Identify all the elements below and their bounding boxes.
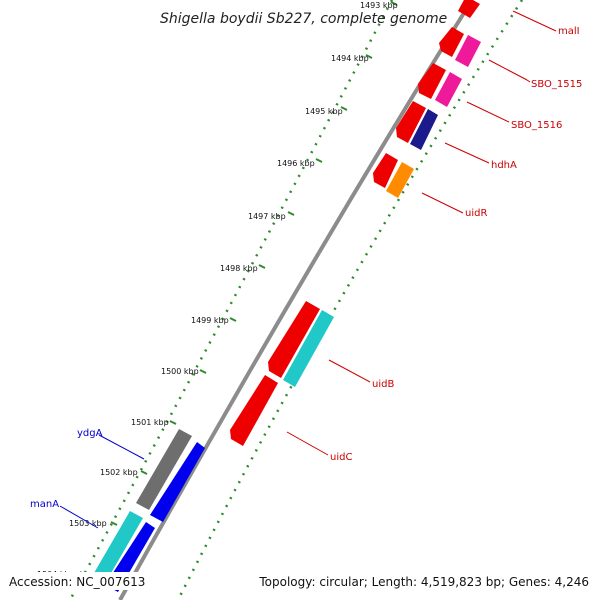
gene-label-ydgA[interactable]: ydgA bbox=[77, 428, 103, 439]
tick-label: 1498 kbp bbox=[220, 264, 258, 273]
gene-SBO_1516[interactable] bbox=[435, 72, 462, 107]
gene-label-manA[interactable]: manA bbox=[30, 499, 59, 510]
footer-right-backing bbox=[258, 572, 594, 590]
gene-label-uidB[interactable]: uidB bbox=[372, 379, 394, 390]
tick-label: 1493 kbp bbox=[360, 1, 398, 10]
map-title: Shigella boydii Sb227, complete genome bbox=[160, 11, 447, 27]
gene-uidB-a[interactable] bbox=[268, 301, 320, 378]
tick-label: 1503 kbp bbox=[69, 519, 107, 528]
tick-marks bbox=[79, 1, 398, 576]
gene-uidR-a[interactable] bbox=[373, 153, 398, 188]
gene-SBO_1515[interactable] bbox=[455, 35, 481, 67]
gene-label-SBO_1515[interactable]: SBO_1515 bbox=[531, 79, 582, 90]
tick-label: 1499 kbp bbox=[191, 316, 229, 325]
tick-label: 1497 kbp bbox=[248, 212, 286, 221]
topology-text: Topology: circular; Length: 4,519,823 bp… bbox=[258, 575, 589, 589]
gene-SBO_1516-a[interactable] bbox=[418, 63, 446, 99]
gene-ydgA[interactable] bbox=[136, 429, 192, 510]
gene-ydgA-b[interactable] bbox=[150, 442, 205, 522]
outer-tick-ring bbox=[68, 0, 394, 600]
gene-uidC[interactable] bbox=[230, 375, 278, 446]
footer-left-backing bbox=[6, 572, 146, 590]
tick-labels: 1493 kbp 1494 kbp 1495 kbp 1496 kbp 1497… bbox=[37, 1, 398, 579]
accession-text: Accession: NC_007613 bbox=[9, 575, 145, 589]
gene-label-SBO_1516[interactable]: SBO_1516 bbox=[511, 120, 562, 131]
gene-manA[interactable] bbox=[94, 511, 143, 580]
tick-label: 1496 kbp bbox=[277, 159, 315, 168]
gene-SBO_1515-a[interactable] bbox=[439, 27, 464, 57]
gene-malI[interactable] bbox=[458, 0, 480, 18]
tick-label: 1502 kbp bbox=[100, 468, 138, 477]
gene-labels: malI SBO_1515 SBO_1516 hdhA uidR uidB ui… bbox=[30, 10, 582, 529]
tick-label: 1501 kbp bbox=[131, 418, 169, 427]
tick-label: 1495 kbp bbox=[305, 107, 343, 116]
gene-uidR[interactable] bbox=[386, 162, 414, 198]
gene-label-uidR[interactable]: uidR bbox=[465, 208, 487, 219]
gene-label-malI[interactable]: malI bbox=[558, 26, 580, 37]
gene-hdhA-a[interactable] bbox=[396, 101, 426, 143]
tick-label: 1494 kbp bbox=[331, 54, 369, 63]
gene-hdhA[interactable] bbox=[410, 109, 438, 150]
gene-label-uidC[interactable]: uidC bbox=[330, 452, 352, 463]
gene-uidB[interactable] bbox=[283, 310, 334, 387]
gene-label-hdhA[interactable]: hdhA bbox=[491, 160, 517, 171]
inner-tick-ring bbox=[176, 0, 524, 600]
tick-label: 1500 kbp bbox=[161, 367, 199, 376]
